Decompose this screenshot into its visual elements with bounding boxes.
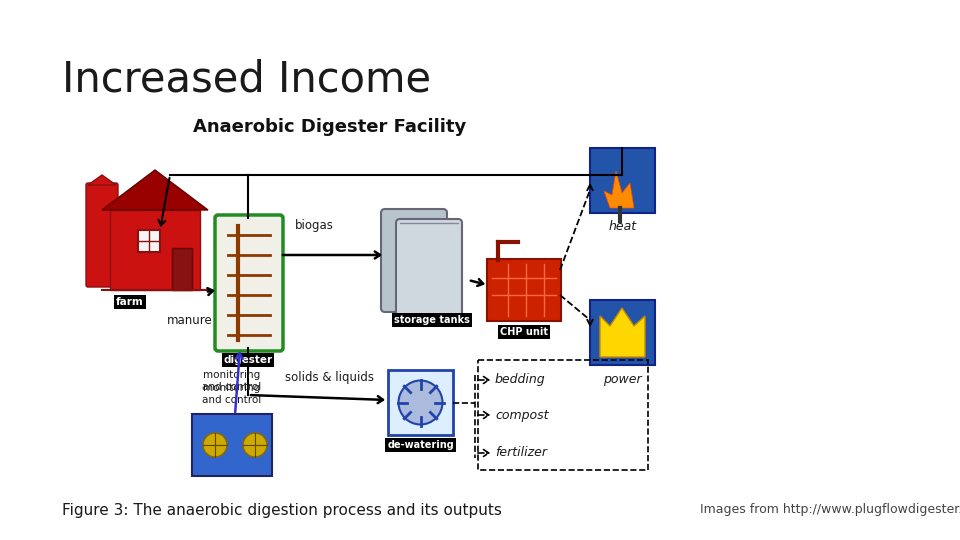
Text: digester: digester — [224, 355, 273, 365]
Bar — [110, 210, 200, 290]
Text: farm: farm — [116, 297, 144, 307]
Bar — [590, 148, 655, 213]
Text: biogas: biogas — [295, 219, 334, 233]
Text: monitoring
and control: monitoring and control — [203, 383, 262, 405]
Text: power: power — [603, 373, 642, 386]
FancyBboxPatch shape — [215, 215, 283, 351]
Polygon shape — [600, 308, 645, 357]
Text: fertilizer: fertilizer — [495, 447, 547, 460]
Circle shape — [203, 433, 227, 457]
Text: Figure 3: The anaerobic digestion process and its outputs: Figure 3: The anaerobic digestion proces… — [62, 503, 502, 517]
Polygon shape — [604, 171, 634, 208]
Text: de-watering: de-watering — [387, 440, 454, 450]
Text: Images from http://www.plugflowdigester.com/: Images from http://www.plugflowdigester.… — [700, 503, 960, 516]
Text: solids & liquids: solids & liquids — [285, 372, 374, 384]
Bar — [478, 360, 648, 470]
FancyBboxPatch shape — [381, 209, 447, 312]
Text: manure: manure — [167, 314, 213, 327]
Circle shape — [398, 381, 443, 424]
Text: storage tanks: storage tanks — [394, 315, 470, 325]
Bar — [138, 230, 160, 252]
Text: CHP unit: CHP unit — [500, 327, 548, 337]
Text: heat: heat — [609, 220, 636, 233]
Text: monitoring
and control: monitoring and control — [203, 370, 262, 392]
Polygon shape — [102, 170, 208, 210]
Text: bedding: bedding — [495, 374, 545, 387]
FancyBboxPatch shape — [396, 219, 462, 322]
Bar — [590, 300, 655, 365]
FancyBboxPatch shape — [192, 414, 272, 476]
Circle shape — [243, 433, 267, 457]
Text: compost: compost — [495, 408, 548, 422]
FancyBboxPatch shape — [86, 183, 118, 287]
Bar — [172, 248, 192, 290]
Polygon shape — [88, 175, 116, 185]
Text: Anaerobic Digester Facility: Anaerobic Digester Facility — [193, 118, 467, 136]
Bar — [388, 370, 453, 435]
FancyBboxPatch shape — [487, 259, 561, 321]
Text: Increased Income: Increased Income — [62, 58, 431, 100]
